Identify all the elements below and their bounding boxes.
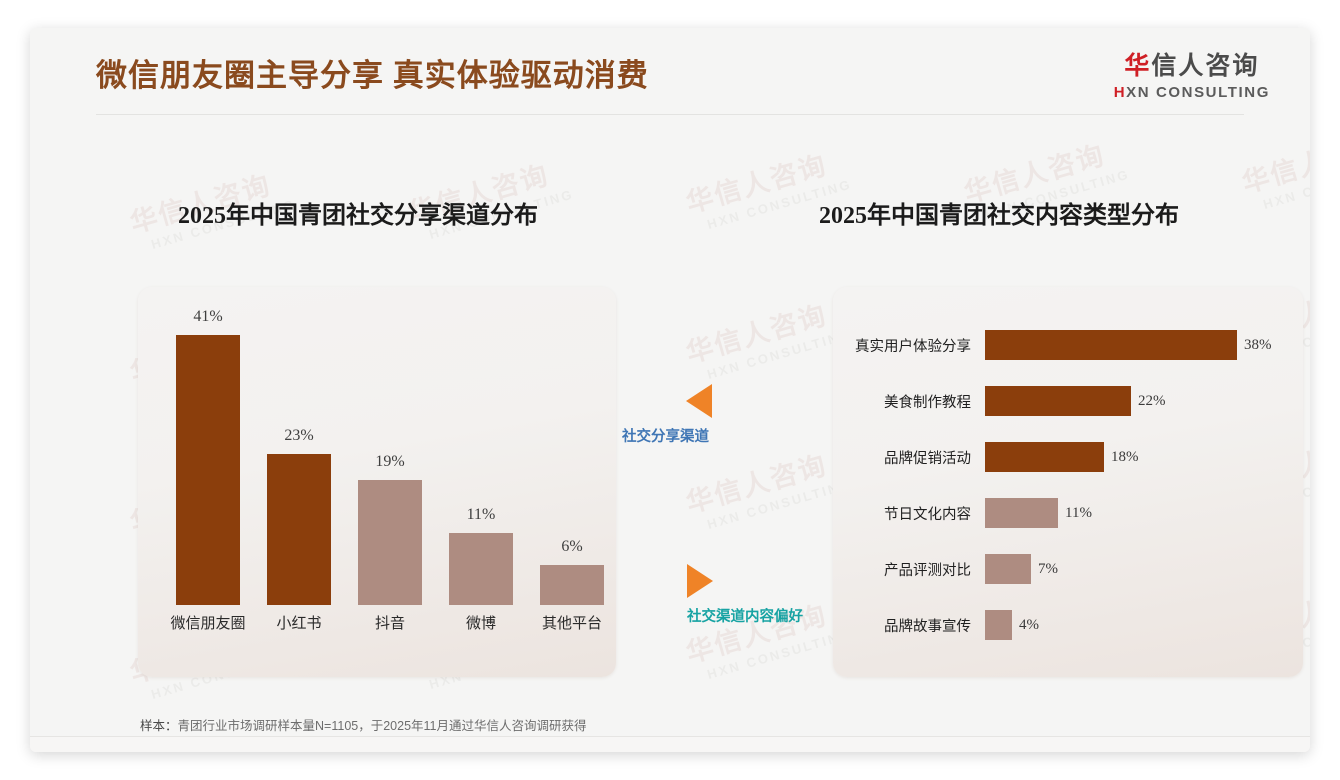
arrow-lower-label: 社交渠道内容偏好 <box>687 609 803 625</box>
watermark-chinese: 华信人咨询 <box>1238 129 1310 199</box>
vertical-bar-category-label: 抖音 <box>374 615 405 632</box>
horizontal-bar-value: 7% <box>1038 560 1058 577</box>
vertical-bar <box>358 480 422 605</box>
vertical-bar <box>540 565 604 605</box>
vertical-bar-group: 11% <box>449 506 513 605</box>
watermark-english: HXN CONSULTING <box>705 326 854 383</box>
horizontal-bar-row: 节日文化内容 11% <box>833 498 1092 528</box>
horizontal-bar <box>985 554 1031 584</box>
arrow-right-icon <box>687 564 713 598</box>
horizontal-bar-category-label: 真实用户体验分享 <box>855 338 971 355</box>
vertical-bar-category-label: 其他平台 <box>541 615 602 632</box>
vertical-bar-group: 19% <box>358 453 422 605</box>
horizontal-bar-category-label: 品牌故事宣传 <box>884 618 971 635</box>
vertical-bar-category-label: 微博 <box>465 615 496 632</box>
horizontal-bar-value: 22% <box>1138 392 1166 409</box>
arrow-upper-label: 社交分享渠道 <box>622 429 709 445</box>
horizontal-bar <box>985 386 1131 416</box>
left-chart-panel: 41% 微信朋友圈 23% 小红书 19% 抖音 11% 微博 6% 其他平台 <box>138 287 616 677</box>
watermark-english: HXN CONSULTING <box>705 626 854 683</box>
logo-chinese-rest: 信人咨询 <box>1151 53 1260 80</box>
vertical-bar-group: 41% <box>176 308 240 605</box>
horizontal-bar-row: 美食制作教程 22% <box>833 386 1166 416</box>
horizontal-bar-value: 18% <box>1111 448 1139 465</box>
vertical-bar-chart: 41% 微信朋友圈 23% 小红书 19% 抖音 11% 微博 6% 其他平台 <box>138 287 616 677</box>
logo-english-rest: XN CONSULTING <box>1126 84 1270 101</box>
horizontal-bar-row: 品牌故事宣传 4% <box>833 610 1039 640</box>
horizontal-bar-chart: 真实用户体验分享 38% 美食制作教程 22% 品牌促销活动 18% 节日文化内容 11% 产品… <box>833 287 1303 677</box>
vertical-bar <box>176 335 240 605</box>
horizontal-bar <box>985 498 1058 528</box>
logo-chinese-accent: 华 <box>1124 53 1152 80</box>
logo-english: HXN CONSULTING <box>1114 85 1270 100</box>
arrow-left-icon <box>686 384 712 418</box>
vertical-bar-value: 23% <box>284 427 314 444</box>
horizontal-bar <box>985 330 1237 360</box>
slide-card: 华信人咨询 HXN CONSULTING 华信人咨询 HXN CONSULTING 华信… <box>30 28 1310 752</box>
horizontal-bar-category-label: 品牌促销活动 <box>884 450 971 467</box>
source-footnote: 样本：青团行业市场调研样本量N=1105，于2025年11月通过华信人咨询调研获… <box>140 715 587 734</box>
horizontal-bar-value: 4% <box>1019 616 1039 633</box>
watermark-chinese: 华信人咨询 <box>682 449 831 519</box>
vertical-bar-value: 19% <box>375 453 405 470</box>
horizontal-bar-category-label: 美食制作教程 <box>884 394 971 411</box>
vertical-bar-group: 23% <box>267 427 331 605</box>
company-logo: 华信人咨询 HXN CONSULTING <box>1114 54 1270 100</box>
horizontal-bar-value: 38% <box>1244 336 1272 353</box>
watermark-english: HXN CONSULTING <box>705 476 854 533</box>
watermark-chinese: 华信人咨询 <box>682 299 831 369</box>
horizontal-bar-row: 真实用户体验分享 38% <box>833 330 1272 360</box>
logo-chinese: 华信人咨询 <box>1114 54 1270 79</box>
vertical-bar-value: 41% <box>193 308 223 325</box>
right-chart-panel: 真实用户体验分享 38% 美食制作教程 22% 品牌促销活动 18% 节日文化内容 11% 产品… <box>833 287 1303 677</box>
arrow-annotation-lower: 社交渠道内容偏好 <box>687 564 803 626</box>
horizontal-bar-category-label: 节日文化内容 <box>884 506 971 523</box>
horizontal-bar-category-label: 产品评测对比 <box>884 562 971 579</box>
horizontal-bar <box>985 610 1012 640</box>
horizontal-bar-row: 产品评测对比 7% <box>833 554 1058 584</box>
horizontal-bar <box>985 442 1104 472</box>
logo-english-accent: H <box>1113 84 1127 101</box>
left-chart-title: 2025年中国青团社交分享渠道分布 <box>178 203 538 229</box>
vertical-bar-group: 6% <box>540 538 604 605</box>
slide-header: 微信朋友圈主导分享 真实体验驱动消费 华信人咨询 HXN CONSULTING <box>30 28 1310 126</box>
footnote-head: 样本： <box>140 719 178 733</box>
page-title: 微信朋友圈主导分享 真实体验驱动消费 <box>96 58 649 93</box>
vertical-bar-category-label: 小红书 <box>276 615 322 632</box>
header-divider <box>96 114 1244 115</box>
vertical-bar-value: 11% <box>466 506 496 523</box>
vertical-bar <box>449 533 513 605</box>
footnote-text: 青团行业市场调研样本量N=1105，于2025年11月通过华信人咨询调研获得 <box>177 719 587 733</box>
watermark-english: HXN CONSULTING <box>1261 156 1310 213</box>
vertical-bar-category-label: 微信朋友圈 <box>170 615 246 632</box>
arrow-annotation-upper: 社交分享渠道 <box>622 384 712 446</box>
horizontal-bar-row: 品牌促销活动 18% <box>833 442 1139 472</box>
vertical-bar-value: 6% <box>561 538 583 555</box>
slide-footer: ©2026.1 HXR华信人咨询 www.hxrcon.com <box>30 737 1310 752</box>
footer-divider <box>30 736 1310 737</box>
horizontal-bar-value: 11% <box>1065 504 1092 521</box>
vertical-bar <box>267 454 331 605</box>
right-chart-title: 2025年中国青团社交内容类型分布 <box>819 203 1179 229</box>
